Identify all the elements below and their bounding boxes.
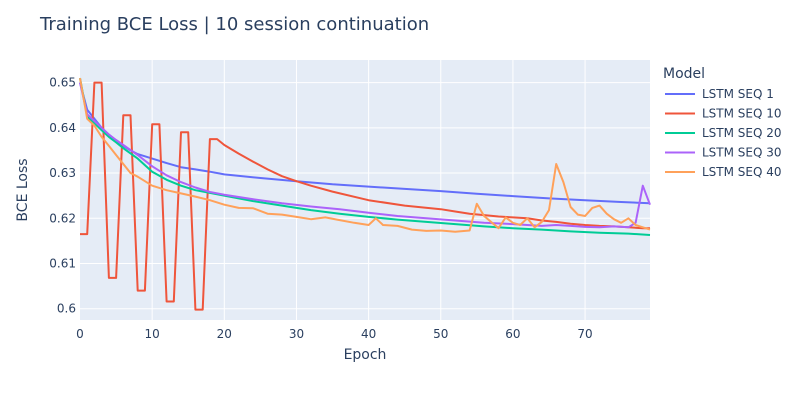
y-tick-label: 0.64 bbox=[49, 121, 76, 135]
x-tick-label: 20 bbox=[217, 327, 232, 341]
legend-label: LSTM SEQ 20 bbox=[702, 126, 782, 140]
x-axis-ticks: 0 10 20 30 40 50 60 70 bbox=[76, 327, 593, 341]
legend-item-lstm-seq-30[interactable]: LSTM SEQ 30 bbox=[665, 146, 782, 160]
x-axis-title: Epoch bbox=[344, 347, 387, 363]
series-layer bbox=[79, 77, 651, 311]
x-tick-label: 50 bbox=[433, 327, 448, 341]
legend-label: LSTM SEQ 10 bbox=[702, 107, 782, 121]
legend-label: LSTM SEQ 40 bbox=[702, 165, 782, 179]
legend-item-lstm-seq-40[interactable]: LSTM SEQ 40 bbox=[665, 165, 782, 179]
legend-label: LSTM SEQ 1 bbox=[702, 87, 774, 101]
series-line-lstm-seq-30 bbox=[79, 82, 651, 229]
y-axis-title: BCE Loss bbox=[15, 158, 31, 221]
y-axis-ticks: 0.6 0.61 0.62 0.63 0.64 0.65 bbox=[49, 76, 76, 316]
x-tick-label: 0 bbox=[76, 327, 84, 341]
chart-title: Training BCE Loss | 10 session continuat… bbox=[39, 14, 429, 35]
x-tick-label: 40 bbox=[361, 327, 376, 341]
legend-item-lstm-seq-20[interactable]: LSTM SEQ 20 bbox=[665, 126, 782, 140]
series-line-lstm-seq-40 bbox=[79, 77, 651, 233]
y-tick-label: 0.61 bbox=[49, 256, 76, 270]
legend: Model LSTM SEQ 1 LSTM SEQ 10 LSTM SEQ 20 LS… bbox=[663, 66, 782, 179]
x-tick-label: 30 bbox=[289, 327, 304, 341]
legend-item-lstm-seq-10[interactable]: LSTM SEQ 10 bbox=[665, 107, 782, 121]
x-tick-label: 10 bbox=[145, 327, 160, 341]
x-tick-label: 70 bbox=[577, 327, 592, 341]
y-tick-label: 0.63 bbox=[49, 166, 76, 180]
series-line-lstm-seq-20 bbox=[79, 77, 651, 236]
legend-item-lstm-seq-1[interactable]: LSTM SEQ 1 bbox=[665, 87, 774, 101]
legend-title: Model bbox=[663, 66, 705, 82]
y-tick-label: 0.65 bbox=[49, 76, 76, 90]
y-tick-label: 0.62 bbox=[49, 211, 76, 225]
y-tick-label: 0.6 bbox=[57, 302, 76, 316]
x-tick-label: 60 bbox=[505, 327, 520, 341]
series-line-lstm-seq-10 bbox=[80, 81, 650, 311]
legend-label: LSTM SEQ 30 bbox=[702, 146, 782, 160]
